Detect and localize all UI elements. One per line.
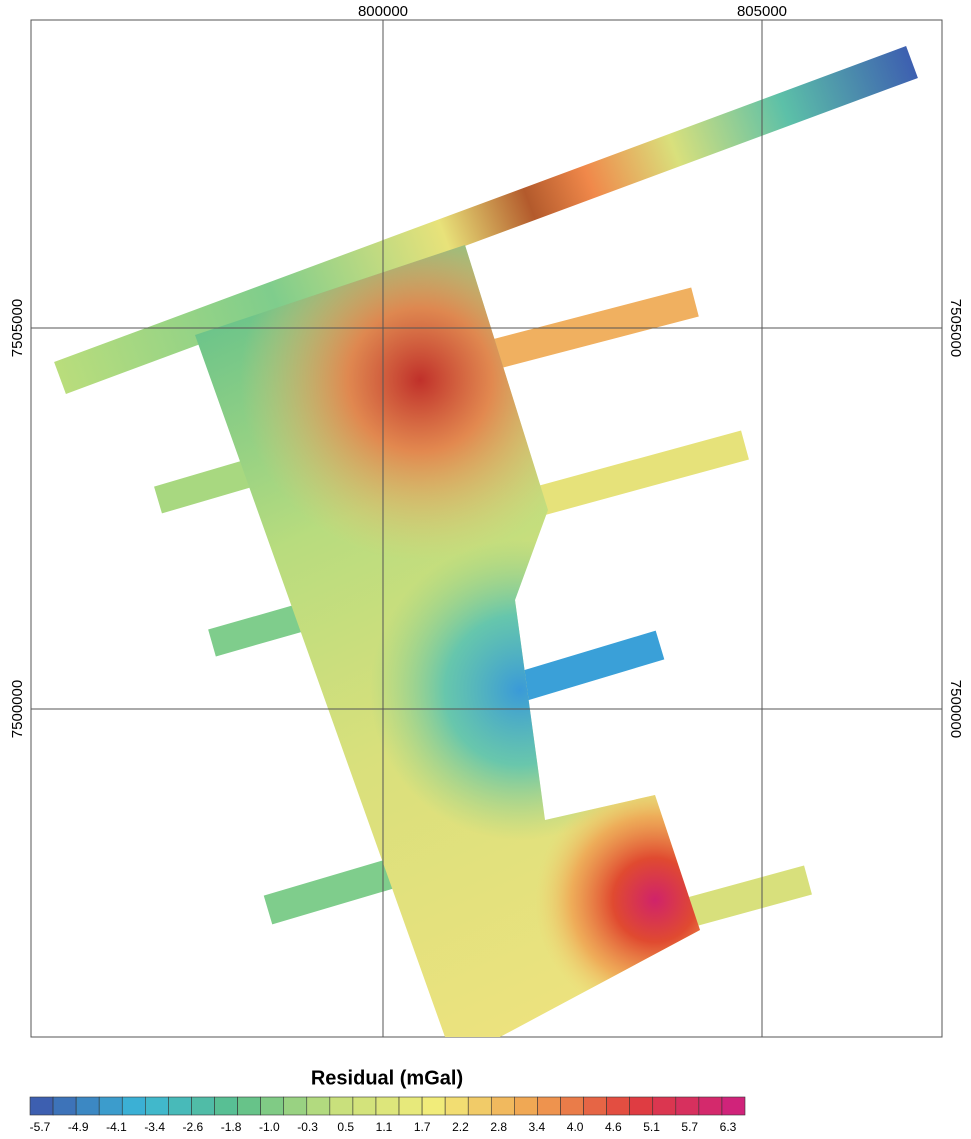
colorbar-label: -4.9 (68, 1120, 89, 1134)
map-figure: 800000 805000 7505000 7505000 7500000 7500000… (0, 0, 971, 1139)
colorbar-label: 5.1 (643, 1120, 660, 1134)
colorbar-title: Residual (mGal) (311, 1067, 463, 1089)
y-axis-label-right: 7505000 (947, 299, 964, 357)
colorbar-cell (122, 1097, 145, 1115)
colorbar-cell (99, 1097, 122, 1115)
colorbar-label: 2.8 (490, 1120, 507, 1134)
colorbar-cell (560, 1097, 583, 1115)
y-axis-label: 7500000 (9, 680, 26, 738)
colorbar-cell (53, 1097, 76, 1115)
page: 800000 805000 7505000 7505000 7500000 7500000… (0, 0, 971, 1139)
colorbar-label: 4.6 (605, 1120, 622, 1134)
colorbar-cell (191, 1097, 214, 1115)
colorbar-label: 5.7 (681, 1120, 698, 1134)
colorbar-cell (514, 1097, 537, 1115)
x-axis-label: 805000 (737, 3, 787, 20)
colorbar-cell (215, 1097, 238, 1115)
colorbar-cell (699, 1097, 722, 1115)
colorbar-cell (653, 1097, 676, 1115)
colorbar-cell (676, 1097, 699, 1115)
colorbar-cell (284, 1097, 307, 1115)
colorbar-label: -3.4 (144, 1120, 165, 1134)
colorbar-label: -4.1 (106, 1120, 127, 1134)
colorbar-label: -5.7 (30, 1120, 51, 1134)
colorbar-cell (168, 1097, 191, 1115)
colorbar-label: 3.4 (529, 1120, 546, 1134)
colorbar-cell (30, 1097, 53, 1115)
colorbar-label: -1.8 (221, 1120, 242, 1134)
colorbar-cell (399, 1097, 422, 1115)
colorbar-label: 6.3 (720, 1120, 737, 1134)
colorbar-cell (468, 1097, 491, 1115)
colorbar-label: -2.6 (183, 1120, 204, 1134)
colorbar-label: 0.5 (337, 1120, 354, 1134)
colorbar-cell (261, 1097, 284, 1115)
colorbar-cell (376, 1097, 399, 1115)
colorbar-cell (76, 1097, 99, 1115)
colorbar-label: -0.3 (297, 1120, 318, 1134)
y-axis-label-right: 7500000 (947, 680, 964, 738)
colorbar-cell (630, 1097, 653, 1115)
colorbar-label: 1.1 (376, 1120, 393, 1134)
colorbar-cell (238, 1097, 261, 1115)
colorbar-label: 2.2 (452, 1120, 469, 1134)
colorbar-cell (145, 1097, 168, 1115)
x-axis-label: 800000 (358, 3, 408, 20)
colorbar-label: 4.0 (567, 1120, 584, 1134)
colorbar-cell (353, 1097, 376, 1115)
y-axis-label: 7505000 (9, 299, 26, 357)
colorbar-cell (584, 1097, 607, 1115)
colorbar-cell (607, 1097, 630, 1115)
colorbar-cell (491, 1097, 514, 1115)
colorbar-cell (445, 1097, 468, 1115)
colorbar-cell (330, 1097, 353, 1115)
colorbar-cell (307, 1097, 330, 1115)
colorbar-label: -1.0 (259, 1120, 280, 1134)
colorbar-cell (422, 1097, 445, 1115)
colorbar-label: 1.7 (414, 1120, 431, 1134)
colorbar-cell (537, 1097, 560, 1115)
colorbar-cell (722, 1097, 745, 1115)
